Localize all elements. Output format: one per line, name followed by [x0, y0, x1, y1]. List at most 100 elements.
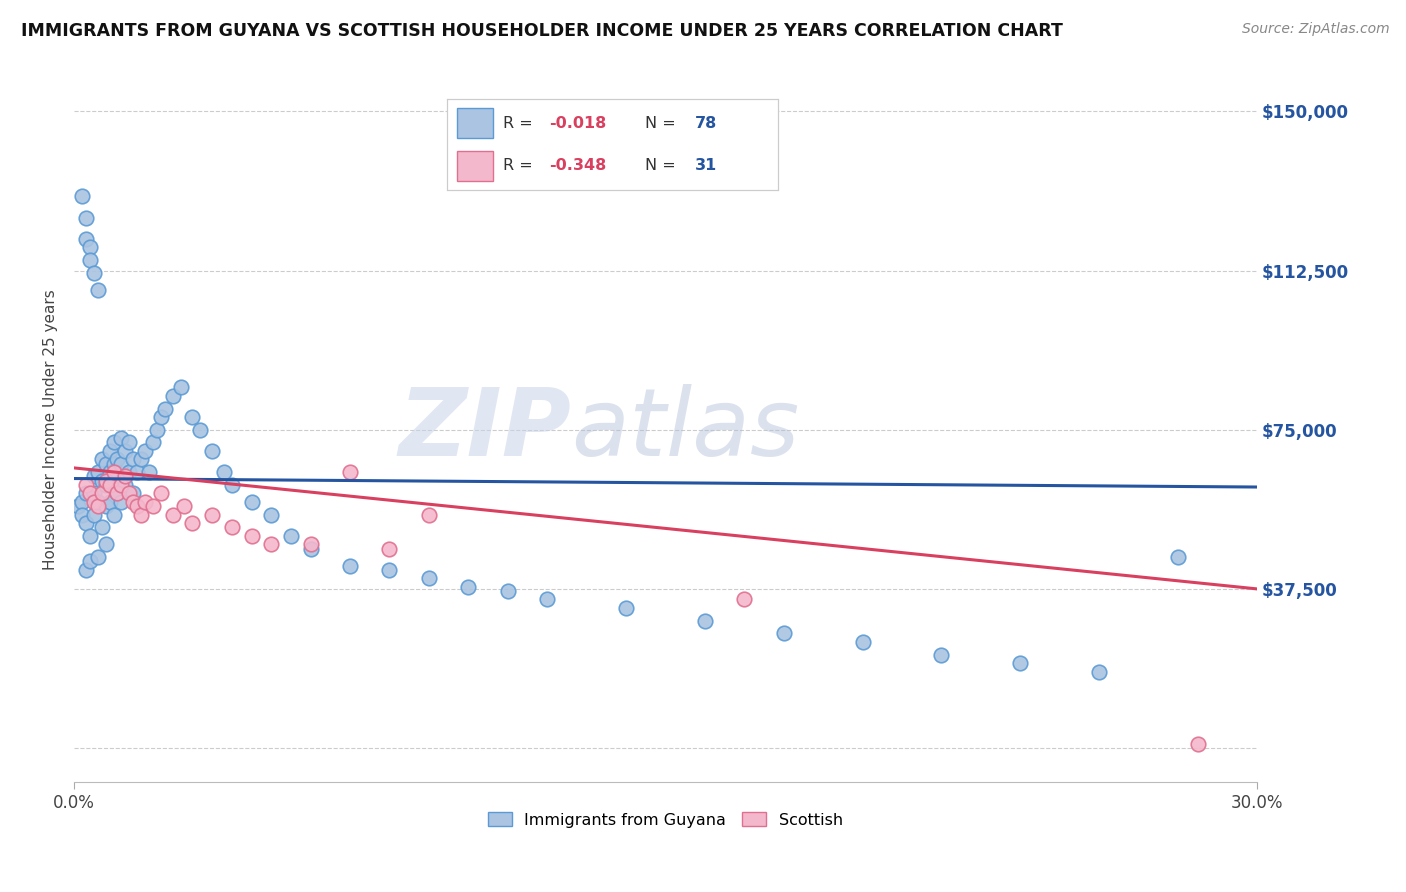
Point — [1088, 665, 1111, 679]
Point — [693, 614, 716, 628]
Point — [221, 478, 243, 492]
Point — [83, 495, 105, 509]
Point — [114, 444, 136, 458]
Point — [1010, 656, 1032, 670]
Text: atlas: atlas — [571, 384, 799, 475]
Point — [122, 495, 145, 509]
Point — [1187, 737, 1209, 751]
Point — [83, 486, 105, 500]
Point — [70, 508, 93, 522]
Y-axis label: Householder Income Under 25 years: Householder Income Under 25 years — [44, 289, 58, 570]
Point — [70, 189, 93, 203]
Point — [188, 423, 211, 437]
Point — [83, 508, 105, 522]
Point — [1167, 549, 1189, 564]
Point — [772, 626, 794, 640]
Point — [87, 465, 110, 479]
Point — [114, 469, 136, 483]
Point — [169, 380, 191, 394]
Point — [94, 478, 117, 492]
Point — [181, 516, 204, 530]
Point — [260, 508, 283, 522]
Point — [83, 469, 105, 483]
Point — [280, 529, 302, 543]
Point — [90, 520, 112, 534]
Point — [201, 444, 224, 458]
Point — [79, 252, 101, 267]
Text: IMMIGRANTS FROM GUYANA VS SCOTTISH HOUSEHOLDER INCOME UNDER 25 YEARS CORRELATION: IMMIGRANTS FROM GUYANA VS SCOTTISH HOUSE… — [21, 22, 1063, 40]
Point — [733, 592, 755, 607]
Point — [107, 486, 129, 500]
Point — [299, 541, 322, 556]
Point — [103, 435, 125, 450]
Point — [138, 465, 160, 479]
Point — [90, 486, 112, 500]
Point — [107, 486, 129, 500]
Point — [79, 554, 101, 568]
Point — [142, 499, 165, 513]
Point — [852, 635, 875, 649]
Point — [240, 495, 263, 509]
Point — [98, 444, 121, 458]
Point — [339, 465, 361, 479]
Point — [260, 537, 283, 551]
Point — [614, 601, 637, 615]
Point — [122, 486, 145, 500]
Point — [457, 580, 479, 594]
Point — [153, 401, 176, 416]
Point — [212, 465, 235, 479]
Point — [79, 240, 101, 254]
Point — [75, 516, 97, 530]
Point — [339, 558, 361, 573]
Point — [149, 409, 172, 424]
Point — [90, 452, 112, 467]
Text: Source: ZipAtlas.com: Source: ZipAtlas.com — [1241, 22, 1389, 37]
Point — [221, 520, 243, 534]
Point — [107, 452, 129, 467]
Point — [94, 499, 117, 513]
Point — [162, 508, 184, 522]
Point — [87, 495, 110, 509]
Point — [418, 508, 440, 522]
Point — [378, 563, 401, 577]
Text: ZIP: ZIP — [398, 384, 571, 475]
Point — [496, 584, 519, 599]
Point — [75, 486, 97, 500]
Point — [201, 508, 224, 522]
Point — [103, 465, 125, 479]
Point — [110, 478, 132, 492]
Point — [67, 499, 90, 513]
Point — [83, 266, 105, 280]
Point — [299, 537, 322, 551]
Point — [110, 495, 132, 509]
Point — [75, 563, 97, 577]
Point — [94, 474, 117, 488]
Point — [75, 211, 97, 225]
Point — [146, 423, 169, 437]
Point — [240, 529, 263, 543]
Point — [87, 499, 110, 513]
Point — [110, 457, 132, 471]
Point — [103, 457, 125, 471]
Point — [79, 486, 101, 500]
Point — [181, 409, 204, 424]
Point — [98, 478, 121, 492]
Point — [70, 495, 93, 509]
Point — [87, 549, 110, 564]
Point — [98, 495, 121, 509]
Point — [142, 435, 165, 450]
Point — [118, 465, 141, 479]
Point — [118, 435, 141, 450]
Point — [536, 592, 558, 607]
Point — [90, 474, 112, 488]
Point — [173, 499, 195, 513]
Point — [122, 452, 145, 467]
Point — [118, 486, 141, 500]
Point — [162, 389, 184, 403]
Legend: Immigrants from Guyana, Scottish: Immigrants from Guyana, Scottish — [481, 805, 849, 834]
Point — [87, 283, 110, 297]
Point — [127, 465, 149, 479]
Point — [149, 486, 172, 500]
Point — [94, 457, 117, 471]
Point — [129, 452, 152, 467]
